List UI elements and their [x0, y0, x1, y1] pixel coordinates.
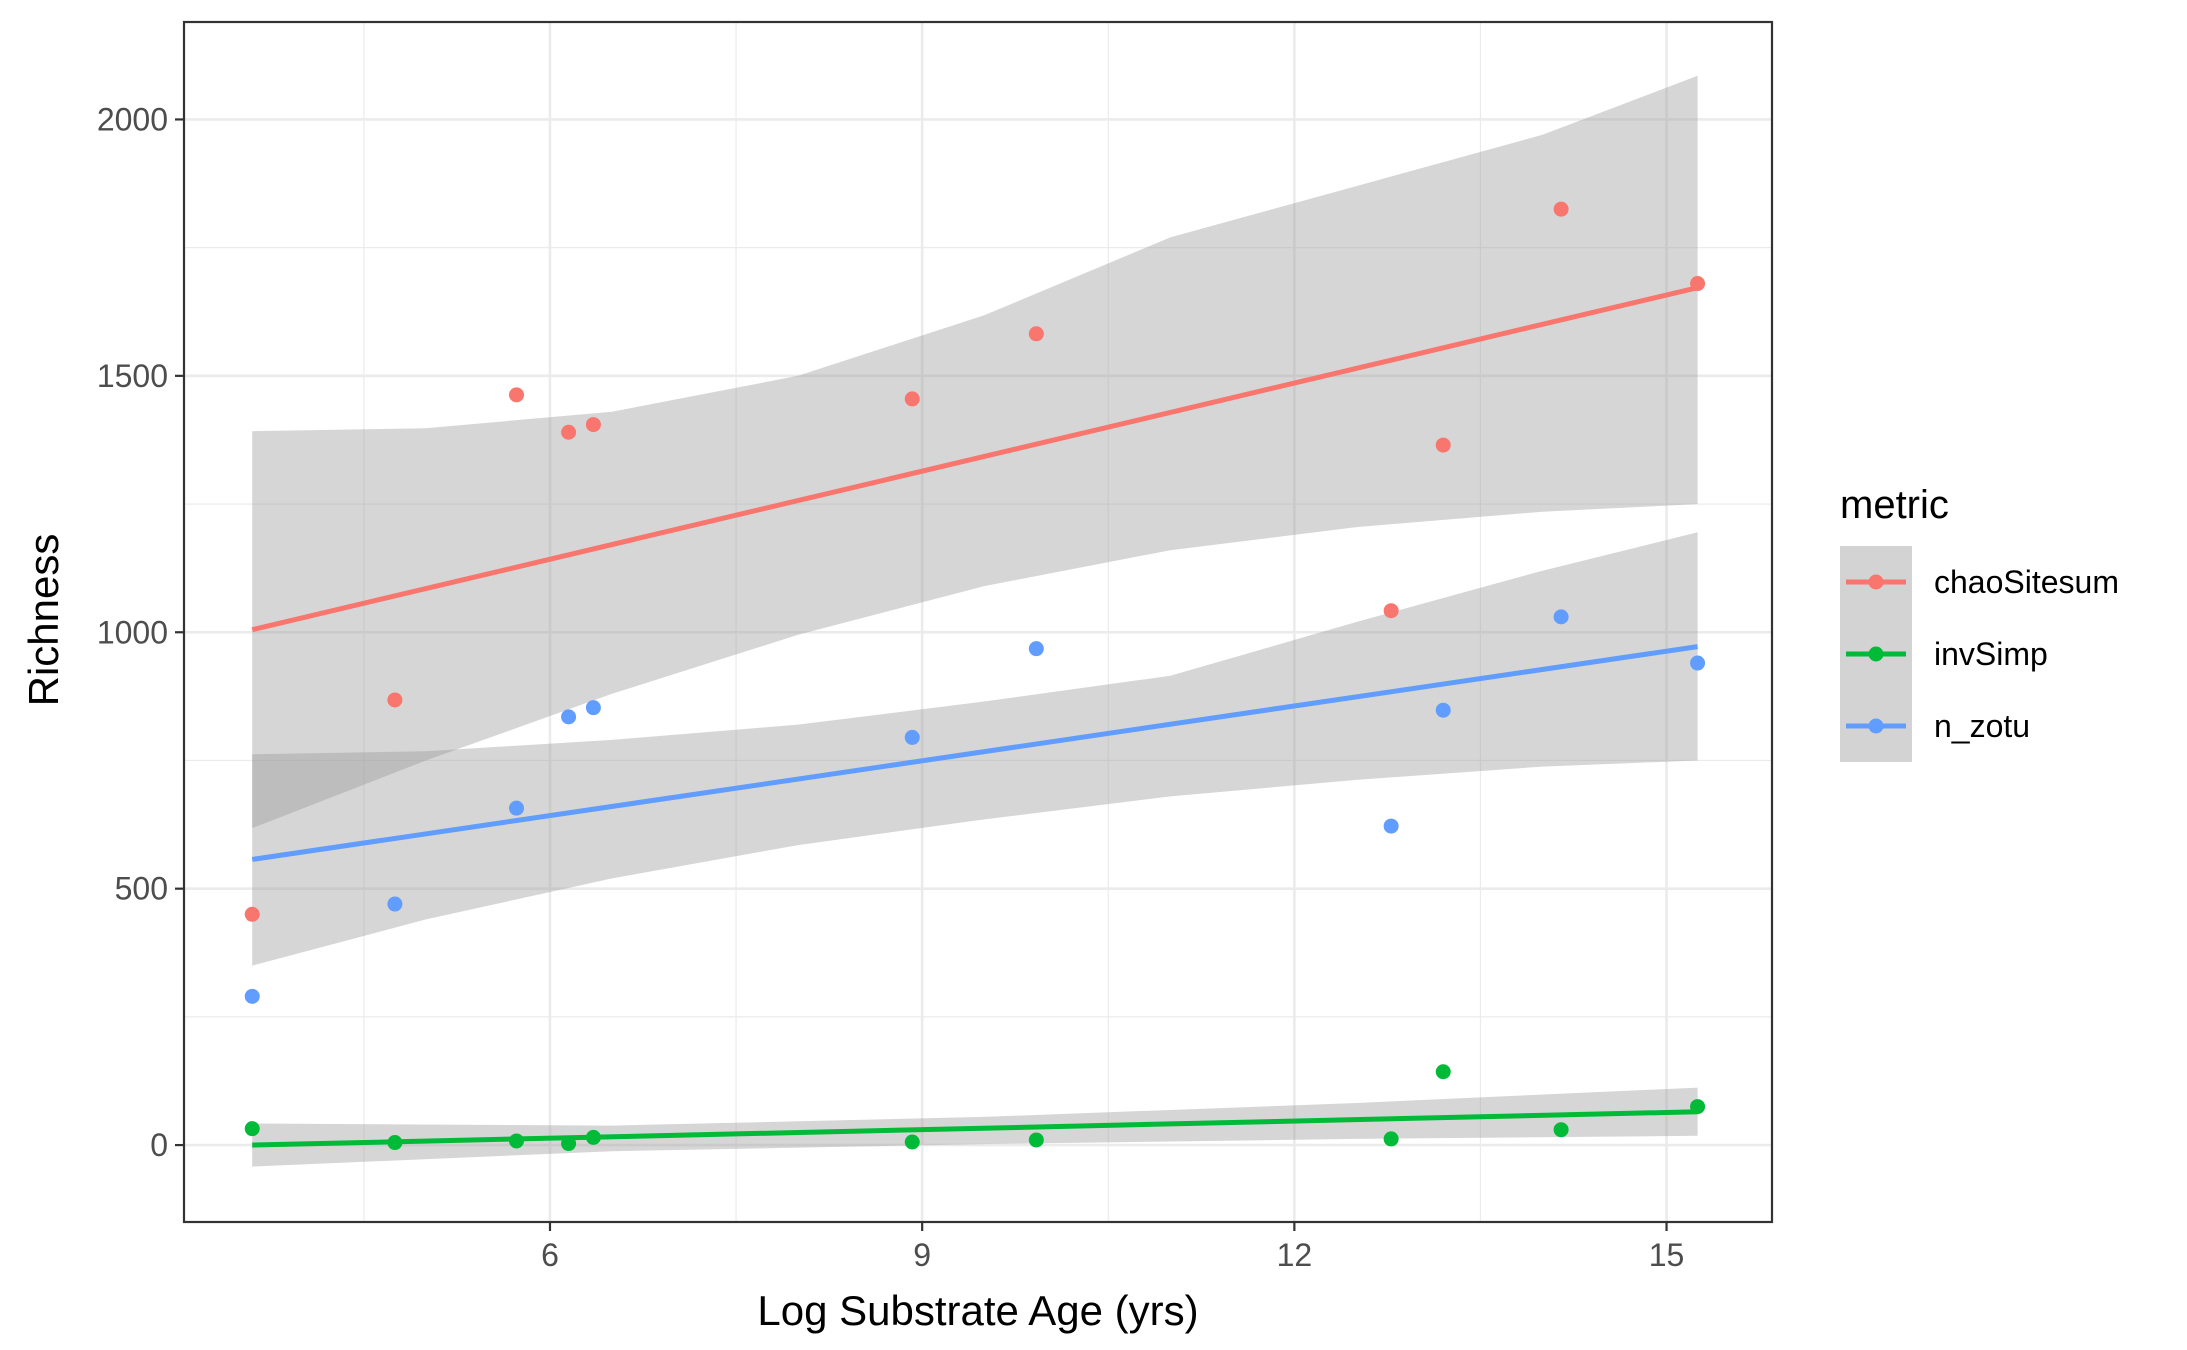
plot-background	[184, 22, 1772, 1222]
data-point-chaoSitesum	[508, 387, 524, 403]
confidence-band-chaoSitesum	[252, 75, 1698, 829]
data-points	[244, 201, 1706, 1152]
data-point-chaoSitesum	[1690, 276, 1706, 292]
y-tick-label: 2000	[97, 101, 168, 137]
data-point-invSimp	[244, 1121, 260, 1137]
legend-key-point-n_zotu	[1868, 718, 1884, 734]
plot-frame	[182, 20, 1774, 1224]
data-point-chaoSitesum	[1435, 437, 1451, 453]
y-tick-label: 1000	[97, 614, 168, 650]
fit-line-invSimp	[252, 1109, 1698, 1148]
data-point-invSimp	[585, 1129, 601, 1145]
y-tick-label: 500	[115, 871, 168, 907]
fit-line-n_zotu	[251, 644, 1698, 862]
data-point-chaoSitesum	[244, 906, 260, 922]
fit-line-chaoSitesum	[251, 285, 1699, 633]
y-tick-label: 0	[150, 1127, 168, 1163]
x-tick-label: 12	[1277, 1237, 1313, 1273]
x-axis-title: Log Substrate Age (yrs)	[757, 1287, 1198, 1334]
legend-label-n_zotu: n_zotu	[1934, 708, 2030, 744]
data-point-n_zotu	[904, 729, 920, 745]
y-tick-label: 1500	[97, 358, 168, 394]
data-point-chaoSitesum	[1028, 326, 1044, 342]
data-point-n_zotu	[1435, 702, 1451, 718]
data-point-n_zotu	[1690, 655, 1706, 671]
data-point-invSimp	[1553, 1122, 1569, 1138]
legend-key-point-chaoSitesum	[1868, 574, 1884, 590]
data-point-n_zotu	[387, 896, 403, 912]
data-point-n_zotu	[508, 800, 524, 816]
x-tick-label: 15	[1649, 1237, 1685, 1273]
data-point-chaoSitesum	[585, 417, 601, 433]
data-point-n_zotu	[1028, 641, 1044, 657]
x-tick-label: 6	[541, 1237, 559, 1273]
data-point-n_zotu	[1553, 609, 1569, 625]
x-tick-label: 9	[913, 1237, 931, 1273]
plot-panel	[184, 22, 1772, 1222]
data-point-chaoSitesum	[561, 424, 577, 440]
data-point-n_zotu	[561, 709, 577, 725]
data-point-invSimp	[387, 1135, 403, 1151]
tick-labels: 6 9 12 15 0 500 1000 1500 2000	[97, 101, 1685, 1273]
legend-title: metric	[1840, 483, 1949, 527]
y-axis-title: Richness	[20, 534, 67, 707]
grid-lines	[184, 22, 1772, 1222]
legend-label-chaoSitesum: chaoSitesum	[1934, 564, 2119, 600]
fit-lines	[251, 285, 1699, 1148]
data-point-chaoSitesum	[904, 391, 920, 407]
data-point-chaoSitesum	[1553, 201, 1569, 217]
data-point-n_zotu	[1383, 818, 1399, 834]
data-point-n_zotu	[244, 988, 260, 1004]
legend-label-invSimp: invSimp	[1934, 636, 2048, 672]
data-point-invSimp	[1435, 1064, 1451, 1080]
data-point-n_zotu	[585, 700, 601, 716]
data-point-invSimp	[1690, 1099, 1706, 1115]
legend: metric chaoSitesum invSimp n_zotu	[1840, 483, 2119, 762]
data-point-chaoSitesum	[387, 692, 403, 708]
data-point-chaoSitesum	[1383, 603, 1399, 619]
data-point-invSimp	[1383, 1131, 1399, 1147]
confidence-band-n_zotu	[252, 532, 1698, 966]
data-point-invSimp	[1028, 1132, 1044, 1148]
legend-key-point-invSimp	[1868, 646, 1884, 662]
data-point-invSimp	[904, 1134, 920, 1150]
panel-border	[182, 20, 1774, 1224]
axis-ticks	[175, 118, 1668, 1231]
data-point-invSimp	[561, 1136, 577, 1152]
data-point-invSimp	[508, 1133, 524, 1149]
